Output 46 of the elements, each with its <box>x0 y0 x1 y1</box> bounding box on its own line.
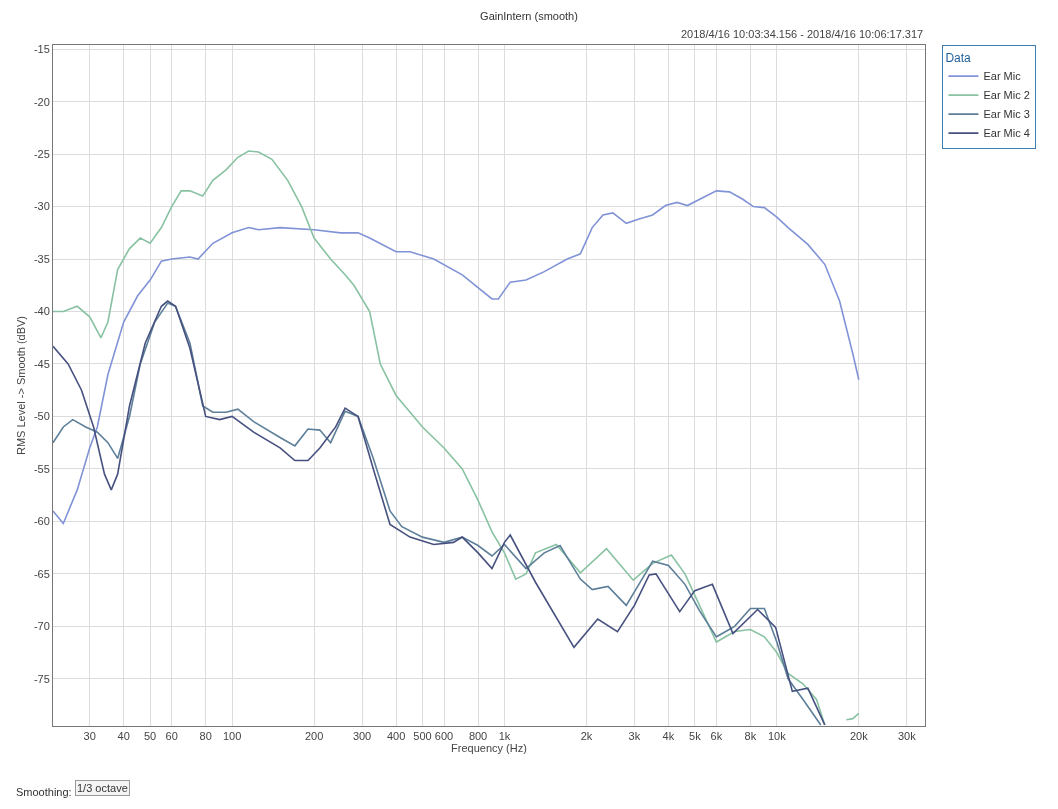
x-tick-label: 80 <box>199 730 212 743</box>
y-tick-label: -40 <box>33 305 50 318</box>
y-tick-label: -45 <box>33 357 50 370</box>
chart-title: GainIntern (smooth) <box>480 9 578 22</box>
y-tick-label: -30 <box>33 200 50 213</box>
x-tick-label: 4k <box>662 730 675 743</box>
y-tick-label: -25 <box>33 147 50 160</box>
x-tick-label: 100 <box>222 730 242 743</box>
text: Smoothing: <box>16 786 72 798</box>
x-tick-label: 5k <box>689 730 702 743</box>
x-tick-label: 600 <box>434 730 454 743</box>
y-tick-label: -70 <box>33 620 50 633</box>
x-tick-label: 20k <box>849 730 869 743</box>
x-tick-label: 400 <box>386 730 406 743</box>
x-tick-label: 8k <box>744 730 757 743</box>
y-axis-title: RMS Level -> Smooth (dBV) <box>14 315 27 456</box>
legend-label: Ear Mic 4 <box>983 127 1030 140</box>
text: 2018/4/16 10:03:34.156 - 2018/4/16 10:06:17.317 <box>681 28 924 40</box>
legend-title: Data <box>945 50 972 65</box>
y-tick-label: -55 <box>33 462 50 475</box>
x-tick-label: 3k <box>628 730 641 743</box>
legend-label: Ear Mic <box>983 70 1022 83</box>
x-tick-label: 200 <box>304 730 324 743</box>
y-tick-label: -35 <box>33 252 50 265</box>
y-tick-label: -60 <box>33 515 50 528</box>
y-tick-label: -75 <box>33 672 50 685</box>
x-tick-label: 40 <box>117 730 130 743</box>
x-tick-label: 6k <box>710 730 723 743</box>
x-tick-label: 30k <box>897 730 917 743</box>
y-tick-label: -65 <box>33 567 50 580</box>
x-tick-label: 500 <box>413 730 432 743</box>
legend-label: Ear Mic 2 <box>983 89 1030 102</box>
y-tick-label: -50 <box>33 410 50 423</box>
x-tick-label: 1k <box>498 730 511 743</box>
text: 1/3 octave <box>77 782 128 794</box>
y-tick-label: -20 <box>33 95 50 108</box>
legend-label: Ear Mic 3 <box>983 108 1030 121</box>
x-tick-label: 30 <box>83 730 96 743</box>
x-axis-title: Frequency (Hz) <box>451 742 527 755</box>
x-tick-label: 2k <box>580 730 593 743</box>
x-tick-label: 300 <box>352 730 372 743</box>
x-tick-label: 50 <box>143 730 157 743</box>
x-tick-label: 60 <box>165 730 178 743</box>
x-tick-label: 800 <box>468 730 488 743</box>
y-tick-label: -15 <box>33 43 50 56</box>
x-tick-label: 10k <box>767 730 787 743</box>
